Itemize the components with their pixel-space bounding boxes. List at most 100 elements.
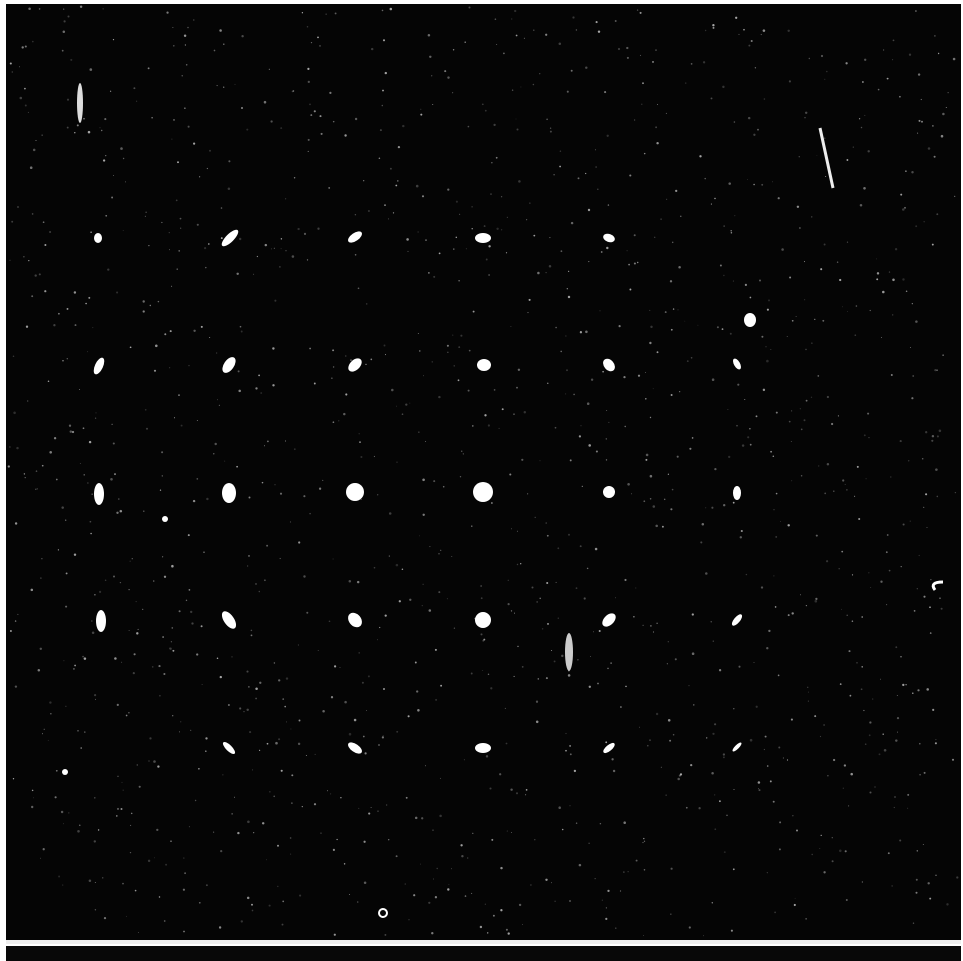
- speck: [664, 499, 665, 500]
- speck: [435, 896, 437, 898]
- speck: [895, 739, 897, 741]
- speck: [600, 311, 601, 312]
- speck: [741, 530, 743, 532]
- speck: [219, 405, 220, 406]
- speck: [440, 778, 441, 779]
- speck: [842, 479, 844, 481]
- speck: [162, 475, 163, 476]
- speck: [171, 139, 172, 140]
- speck: [699, 155, 701, 157]
- speck: [173, 119, 175, 121]
- speck: [439, 815, 442, 818]
- speck: [409, 403, 410, 404]
- speck: [382, 736, 384, 738]
- speck: [123, 790, 124, 791]
- speck: [484, 414, 486, 416]
- speck: [636, 860, 638, 862]
- speck: [423, 514, 425, 516]
- speck: [838, 415, 839, 416]
- speck: [329, 92, 331, 94]
- speck: [571, 70, 573, 72]
- speck: [536, 721, 539, 724]
- speck: [763, 29, 766, 32]
- speck: [354, 719, 357, 722]
- speck: [824, 244, 826, 246]
- speck: [572, 16, 574, 18]
- speck: [453, 248, 454, 249]
- speck: [383, 39, 385, 41]
- speck: [722, 86, 724, 88]
- speck: [334, 665, 336, 667]
- speck: [366, 710, 367, 711]
- speck: [42, 135, 43, 136]
- speck: [675, 190, 677, 192]
- speck: [15, 522, 17, 524]
- speck: [399, 600, 401, 602]
- speck: [545, 272, 546, 273]
- speck: [932, 435, 934, 437]
- speck: [309, 513, 311, 515]
- speck: [516, 119, 517, 120]
- speck: [255, 583, 256, 584]
- speck: [471, 525, 472, 526]
- speck: [333, 559, 334, 560]
- speck: [917, 850, 918, 851]
- speck: [671, 329, 673, 331]
- speck: [491, 839, 493, 841]
- speck: [538, 678, 540, 680]
- speck: [319, 488, 321, 490]
- speck: [650, 475, 653, 478]
- speck: [275, 742, 278, 745]
- speck: [703, 61, 705, 63]
- speck: [948, 92, 949, 93]
- speck: [956, 876, 958, 878]
- speck: [546, 677, 548, 679]
- speck: [165, 864, 167, 866]
- speck: [776, 493, 778, 495]
- speck: [358, 808, 359, 809]
- speck: [668, 719, 671, 722]
- speck: [269, 791, 270, 792]
- speck: [499, 428, 500, 429]
- speck: [15, 620, 16, 621]
- blob: [744, 313, 756, 327]
- speck: [37, 488, 38, 489]
- speck: [117, 776, 118, 777]
- speck: [11, 221, 13, 223]
- speck: [547, 535, 549, 537]
- speck: [157, 765, 159, 767]
- speck: [495, 18, 497, 20]
- speck: [56, 479, 58, 481]
- speck: [607, 890, 609, 892]
- speck: [649, 739, 651, 741]
- speck: [259, 682, 261, 684]
- speck: [637, 262, 638, 263]
- speck: [90, 521, 92, 523]
- speck: [511, 832, 512, 833]
- speck: [627, 57, 629, 59]
- speck: [38, 669, 41, 672]
- speck: [766, 647, 768, 649]
- speck: [787, 524, 789, 526]
- speck: [58, 549, 59, 550]
- speck: [854, 496, 855, 497]
- speck: [319, 115, 321, 117]
- speck: [146, 212, 147, 213]
- speck: [618, 48, 620, 50]
- speck: [585, 173, 586, 174]
- speck: [267, 441, 269, 443]
- speck: [755, 67, 756, 68]
- speck: [307, 26, 309, 28]
- speck: [560, 351, 562, 353]
- speck: [505, 708, 506, 709]
- speck: [861, 127, 863, 129]
- speck: [448, 884, 449, 885]
- speck: [923, 507, 924, 508]
- speck: [819, 848, 820, 849]
- speck: [183, 931, 185, 933]
- speck: [179, 610, 181, 612]
- speck: [789, 80, 791, 82]
- speck: [689, 926, 691, 928]
- speck: [461, 855, 463, 857]
- speck: [130, 852, 131, 853]
